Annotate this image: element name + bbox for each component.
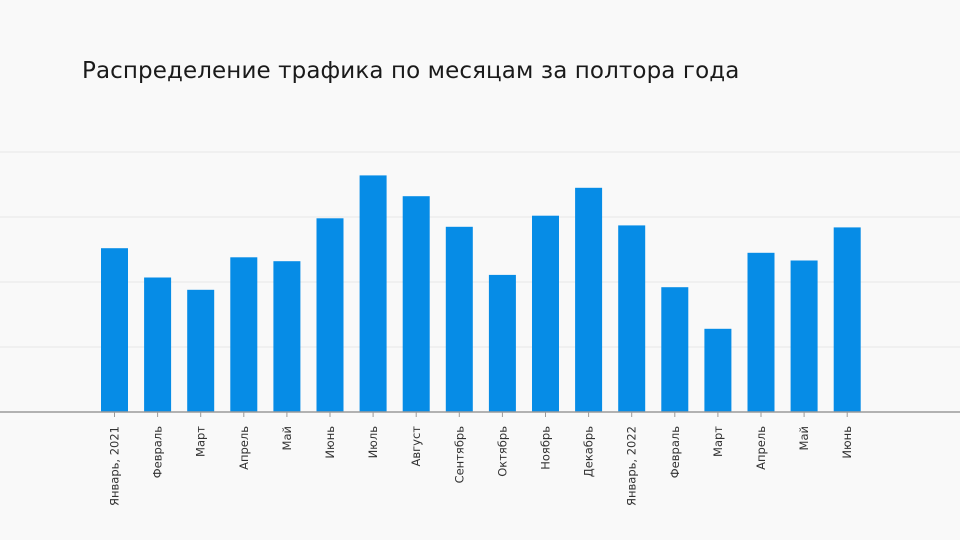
bar xyxy=(661,287,689,412)
bar xyxy=(532,215,559,412)
bar xyxy=(144,277,172,412)
bar xyxy=(790,260,818,412)
x-tick-label: Ноябрь xyxy=(539,426,553,470)
bar xyxy=(101,248,128,412)
bar xyxy=(273,261,301,412)
x-tick-label: Август xyxy=(409,426,423,467)
x-tick-label: Апрель xyxy=(237,426,251,470)
x-tick-label: Июнь xyxy=(840,426,854,459)
x-tick-labels: Январь, 2021 Февраль Март Апрель Май Июнь Июль… xyxy=(108,426,855,506)
bar xyxy=(445,226,473,413)
bar xyxy=(316,218,344,412)
chart-title: Распределение трафика по месяцам за полт… xyxy=(82,58,740,84)
bars xyxy=(101,175,861,413)
x-tick-label: Март xyxy=(194,426,208,457)
bar xyxy=(704,328,732,412)
bar xyxy=(359,175,387,412)
x-tick-label: Декабрь xyxy=(582,426,596,477)
x-tick-label: Февраль xyxy=(151,426,165,478)
bar xyxy=(833,227,861,412)
bar xyxy=(575,187,603,413)
x-tick-label: Сентябрь xyxy=(452,426,466,484)
x-tick-label: Октябрь xyxy=(495,426,509,477)
bar xyxy=(747,252,775,413)
bar xyxy=(230,257,258,412)
bar xyxy=(402,196,430,412)
x-tick-label: Январь, 2022 xyxy=(625,426,639,506)
x-tick-label: Июль xyxy=(366,426,380,459)
bar xyxy=(618,225,646,412)
bar xyxy=(488,274,516,412)
x-axis xyxy=(0,411,960,417)
x-tick-label: Январь, 2021 xyxy=(108,426,122,506)
x-tick-label: Май xyxy=(280,426,294,450)
x-tick-label: Март xyxy=(711,426,725,457)
bar xyxy=(187,289,215,412)
x-tick-label: Июнь xyxy=(323,426,337,459)
x-tick-label: Февраль xyxy=(668,426,682,478)
x-tick-label: Апрель xyxy=(754,426,768,470)
x-tick-label: Май xyxy=(797,426,811,450)
